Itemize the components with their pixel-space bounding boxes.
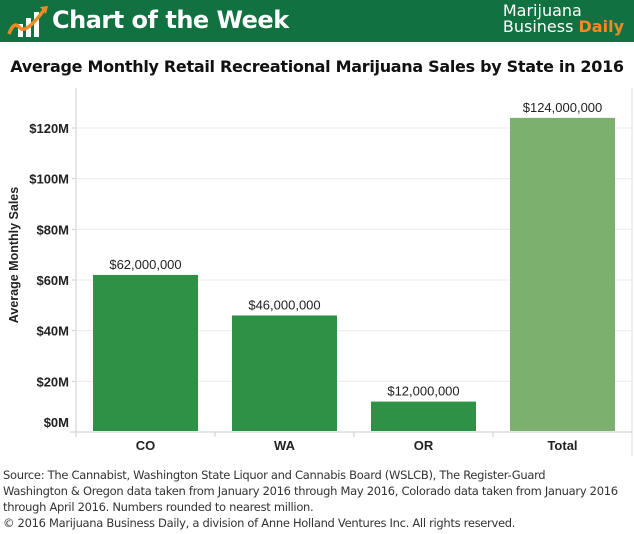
y-axis-label: Average Monthly Sales <box>7 187 21 323</box>
x-tick-label: WA <box>274 438 296 453</box>
x-tick-label: CO <box>136 438 156 453</box>
y-tick-label: $40M <box>36 324 69 339</box>
y-tick-label: $80M <box>36 222 69 237</box>
brand-line1: Marijuana <box>502 1 582 20</box>
y-tick-label: $0M <box>44 415 69 430</box>
x-tick-label: Total <box>547 438 577 453</box>
chart-title: Average Monthly Retail Recreational Mari… <box>10 57 624 76</box>
bar-wa <box>232 315 337 431</box>
rounding-note: through April 2016. Numbers rounded to n… <box>3 500 314 514</box>
data-label: $124,000,000 <box>523 100 603 115</box>
chart-growth-logo-icon <box>7 6 48 37</box>
date-range-note: Washington & Oregon data taken from Janu… <box>3 484 618 498</box>
footer-notes: Source: The Cannabist, Washington State … <box>3 467 618 531</box>
x-tick-label: OR <box>414 438 434 453</box>
data-label: $62,000,000 <box>109 257 181 272</box>
data-label: $12,000,000 <box>387 384 459 399</box>
banner-title: Chart of the Week <box>52 6 289 34</box>
bar-or <box>371 401 476 431</box>
brand-logo: Marijuana Business Daily <box>503 3 624 35</box>
source-note: Source: The Cannabist, Washington State … <box>3 468 546 482</box>
bar-chart: $0M $20M $40M $60M $80M $100M $120M Average Mon… <box>7 88 633 456</box>
y-tick-label: $120M <box>29 121 69 136</box>
data-label: $46,000,000 <box>248 297 320 312</box>
bar-total <box>510 117 615 431</box>
bar-co <box>93 274 198 431</box>
brand-line2: Business <box>502 17 574 36</box>
y-tick-label: $20M <box>36 374 69 389</box>
header-banner: Chart of the Week Marijuana Business Dai… <box>0 0 634 42</box>
y-tick-label: $100M <box>29 172 69 187</box>
copyright-note: © 2016 Marijuana Business Daily, a divis… <box>3 516 516 530</box>
y-tick-label: $60M <box>36 273 69 288</box>
brand-line3: Daily <box>578 17 624 36</box>
